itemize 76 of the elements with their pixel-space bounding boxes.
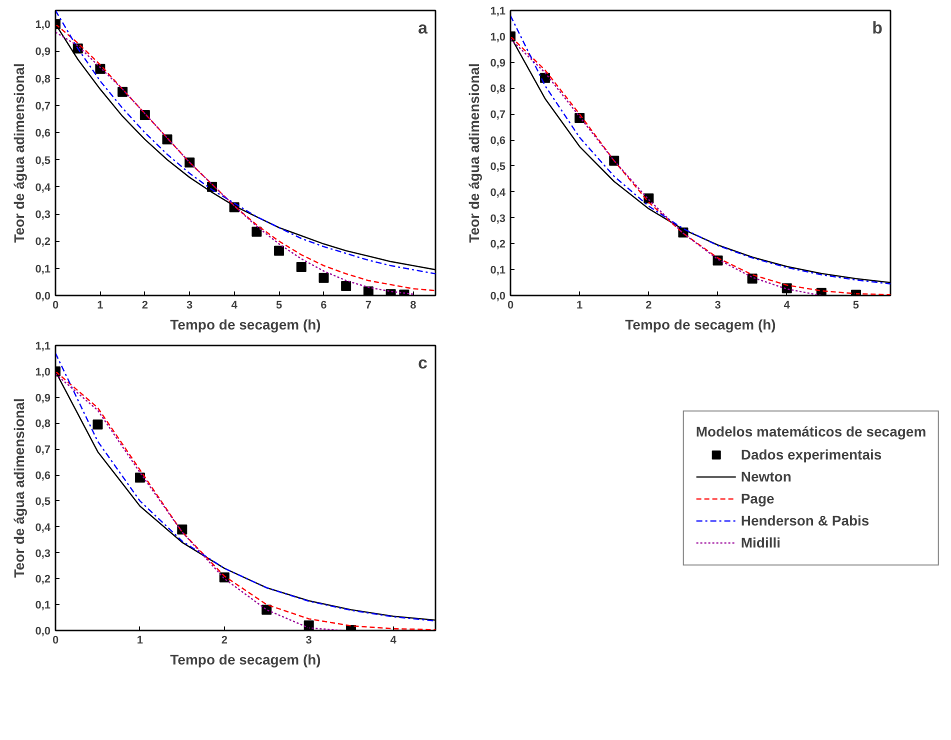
legend-label: Dados experimentais [740,446,882,462]
x-tick-label: 5 [276,300,282,312]
x-tick-label: 6 [320,300,327,312]
x-tick-label: 4 [784,300,791,312]
y-tick-label: 0,2 [35,574,51,586]
x-tick-label: 2 [646,300,652,312]
y-tick-label: 1,1 [35,340,51,352]
y-tick-label: 1,0 [35,19,51,32]
y-tick-label: 0,3 [35,548,51,560]
annotation: a [418,18,428,38]
y-tick-label: 0,4 [490,186,506,199]
x-axis-title: Tempo de secagem (h) [625,316,776,332]
legend-label: Page [740,490,774,506]
y-tick-label: 0,6 [490,135,506,148]
y-tick-label: 0,5 [35,496,51,508]
y-tick-label: 0,9 [490,57,506,70]
y-tick-label: 0,5 [490,160,506,173]
y-tick-label: 0,0 [35,626,51,638]
y-tick-label: 0,8 [35,418,51,430]
y-tick-label: 0,2 [490,238,506,251]
x-tick-label: 4 [231,300,238,312]
y-tick-label: 0,0 [490,290,506,302]
y-tick-label: 0,7 [35,444,51,456]
y-tick-label: 0,2 [35,236,51,248]
y-axis-title: Teor de água adimensional [466,63,482,243]
y-tick-label: 0,7 [490,109,506,122]
x-tick-label: 5 [852,300,860,312]
y-tick-label: 0,1 [35,600,51,612]
point [252,226,262,237]
y-tick-label: 0,5 [35,154,51,167]
y-axis-title: Teor de água adimensional [11,63,28,243]
annotation: b [872,18,883,38]
y-tick-label: 0,6 [35,128,51,140]
y-tick-label: 0,0 [35,290,51,302]
x-tick-label: 0 [52,634,59,646]
y-tick-label: 1,1 [490,6,506,18]
point [92,420,103,430]
x-tick-label: 8 [410,300,416,312]
point [318,272,329,283]
y-tick-label: 0,6 [35,470,51,482]
x-tick-label: 1 [576,300,583,312]
x-tick-label: 3 [714,300,721,312]
y-tick-label: 1,0 [35,366,51,378]
legend-label: Henderson & Pabis [740,512,870,528]
y-tick-label: 0,1 [490,264,506,277]
y-tick-label: 0,9 [35,392,51,404]
x-tick-label: 1 [97,300,104,312]
y-axis-title: Teor de água adimensional [11,398,28,578]
y-tick-label: 0,1 [35,263,51,276]
y-tick-label: 0,3 [35,209,51,222]
x-tick-label: 7 [365,300,372,312]
legend-title: Modelos matemáticos de secagem [696,423,926,439]
y-tick-label: 0,8 [490,83,506,96]
x-axis-title: Tempo de secagem (h) [170,316,321,332]
x-axis-title: Tempo de secagem (h) [170,652,321,668]
x-tick-label: 3 [306,634,312,646]
x-tick-label: 0 [52,300,59,312]
y-tick-label: 1,0 [490,31,506,44]
y-tick-label: 0,3 [490,212,506,225]
x-tick-label: 1 [136,634,144,646]
point [296,262,306,272]
x-tick-label: 2 [142,300,148,312]
point [341,281,352,291]
y-tick-label: 0,4 [35,522,52,534]
x-tick-label: 3 [186,300,193,312]
x-tick-label: 0 [507,300,514,312]
legend-label: Newton [740,468,792,484]
x-tick-label: 2 [221,634,228,646]
y-tick-label: 0,8 [35,73,51,86]
y-tick-label: 0,7 [35,100,51,112]
y-tick-label: 0,4 [35,182,52,194]
annotation: c [418,354,428,372]
x-tick-label: 4 [390,634,398,646]
y-tick-label: 0,9 [35,46,51,58]
point [274,246,284,256]
legend-label: Midilli [740,534,781,550]
